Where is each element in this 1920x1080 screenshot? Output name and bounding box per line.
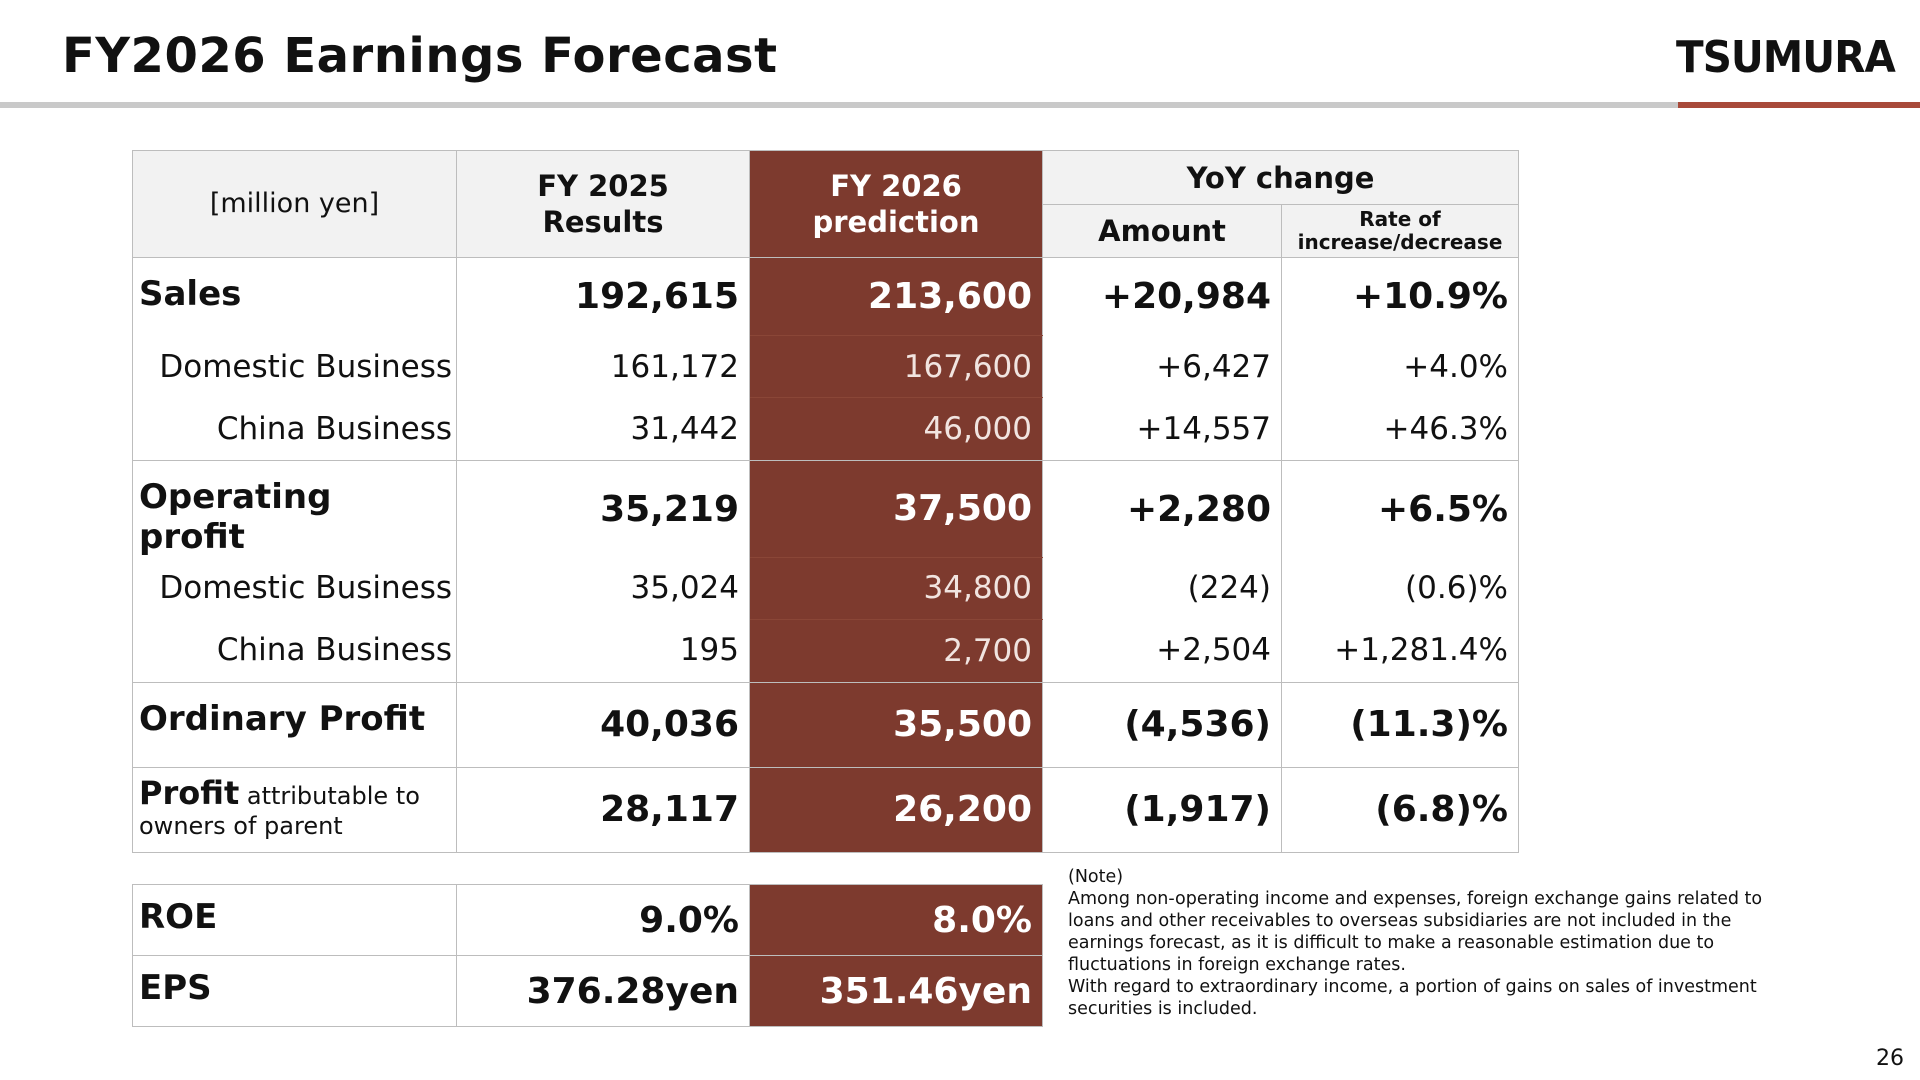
sales-domestic-rate: +4.0%: [1281, 335, 1519, 398]
row-label-operating-profit: Operating profit: [132, 460, 457, 557]
profit-amount: (1,917): [1042, 766, 1282, 853]
op-domestic-rate: (0.6)%: [1281, 557, 1519, 619]
ordinary-fy2026: 35,500: [749, 681, 1043, 768]
row-label-sales-china: China Business: [132, 397, 457, 461]
rate-header-line1: Rate of: [1359, 207, 1441, 231]
sales-domestic-fy2025: 161,172: [456, 335, 750, 398]
table-row: China Business 195 2,700 +2,504 +1,281.4…: [132, 619, 1519, 683]
amount-header: Amount: [1042, 204, 1282, 258]
row-label-sales-domestic: Domestic Business: [132, 335, 457, 398]
op-domestic-fy2026: 34,800: [749, 557, 1043, 620]
fy2026-header: FY 2026 prediction: [749, 150, 1043, 258]
row-label-profit-attributable: Profit attributable to owners of parent: [132, 766, 457, 853]
sales-china-fy2025: 31,442: [456, 397, 750, 461]
ordinary-amount: (4,536): [1042, 681, 1282, 768]
profit-fy2025: 28,117: [456, 766, 750, 853]
eps-fy2026: 351.46yen: [749, 955, 1043, 1027]
sales-fy2026: 213,600: [749, 257, 1043, 336]
fy2026-header-line2: prediction: [812, 205, 980, 239]
sales-fy2025: 192,615: [456, 257, 750, 336]
table-row: Domestic Business 161,172 167,600 +6,427…: [132, 335, 1519, 398]
tsumura-logo: TSUMURA: [1676, 32, 1896, 83]
profit-fy2026: 26,200: [749, 766, 1043, 853]
row-label-sales: Sales: [132, 257, 457, 336]
yoy-header: YoY change: [1042, 150, 1519, 205]
table-row: ROE 9.0% 8.0%: [132, 884, 1043, 956]
note-heading: (Note): [1068, 867, 1124, 887]
sales-domestic-amount: +6,427: [1042, 335, 1282, 398]
kpi-label-eps: EPS: [132, 955, 457, 1027]
header-rule-accent: [1678, 102, 1920, 108]
table-row: Domestic Business 35,024 34,800 (224) (0…: [132, 557, 1519, 620]
table-row: Sales 192,615 213,600 +20,984 +10.9%: [132, 257, 1519, 336]
fy2026-header-line1: FY 2026: [830, 169, 962, 203]
fy2025-header: FY 2025 Results: [456, 150, 750, 258]
fy2025-header-line2: Results: [542, 205, 664, 239]
table-row: Ordinary Profit 40,036 35,500 (4,536) (1…: [132, 681, 1519, 768]
kpi-label-roe: ROE: [132, 884, 457, 956]
page-number: 26: [1876, 1046, 1904, 1071]
eps-fy2025: 376.28yen: [456, 955, 750, 1027]
rate-header-line2: increase/decrease: [1297, 230, 1503, 254]
footnote: (Note) Among non-operating income and ex…: [1068, 866, 1788, 1020]
profit-label-bold: Profit: [139, 774, 240, 812]
sales-china-amount: +14,557: [1042, 397, 1282, 461]
row-label-ordinary-profit: Ordinary Profit: [132, 681, 457, 768]
table-row: Profit attributable to owners of parent …: [132, 766, 1519, 853]
op-china-fy2025: 195: [456, 619, 750, 683]
table-row: EPS 376.28yen 351.46yen: [132, 955, 1043, 1027]
earnings-forecast-table: [million yen] FY 2025 Results FY 2026 pr…: [132, 150, 1519, 853]
profit-rate: (6.8)%: [1281, 766, 1519, 853]
sales-amount: +20,984: [1042, 257, 1282, 336]
op-domestic-amount: (224): [1042, 557, 1282, 619]
ordinary-fy2025: 40,036: [456, 681, 750, 768]
note-paragraph-1: Among non-operating income and expenses,…: [1068, 889, 1763, 975]
op-fy2025: 35,219: [456, 460, 750, 557]
op-amount: +2,280: [1042, 460, 1282, 557]
sales-rate: +10.9%: [1281, 257, 1519, 336]
sales-china-rate: +46.3%: [1281, 397, 1519, 461]
unit-header: [million yen]: [132, 150, 457, 258]
op-china-fy2026: 2,700: [749, 619, 1043, 683]
page-title: FY2026 Earnings Forecast: [62, 28, 778, 84]
op-rate: +6.5%: [1281, 460, 1519, 557]
row-label-op-domestic: Domestic Business: [132, 557, 457, 619]
header-rule: [0, 102, 1678, 108]
note-paragraph-2: With regard to extraordinary income, a p…: [1068, 977, 1757, 1019]
ordinary-rate: (11.3)%: [1281, 681, 1519, 768]
fy2025-header-line1: FY 2025: [537, 169, 669, 203]
table-row: China Business 31,442 46,000 +14,557 +46…: [132, 397, 1519, 461]
op-fy2026: 37,500: [749, 460, 1043, 558]
row-label-op-china: China Business: [132, 619, 457, 683]
op-china-amount: +2,504: [1042, 619, 1282, 683]
roe-fy2025: 9.0%: [456, 884, 750, 956]
rate-header: Rate of increase/decrease: [1281, 204, 1519, 258]
sales-domestic-fy2026: 167,600: [749, 335, 1043, 398]
op-china-rate: +1,281.4%: [1281, 619, 1519, 683]
op-domestic-fy2025: 35,024: [456, 557, 750, 619]
roe-fy2026: 8.0%: [749, 884, 1043, 956]
table-row: Operating profit 35,219 37,500 +2,280 +6…: [132, 460, 1519, 558]
profit-label-rest: attributable to owners of parent: [139, 782, 420, 840]
sales-china-fy2026: 46,000: [749, 397, 1043, 461]
kpi-table: ROE 9.0% 8.0% EPS 376.28yen 351.46yen: [132, 884, 1043, 1027]
